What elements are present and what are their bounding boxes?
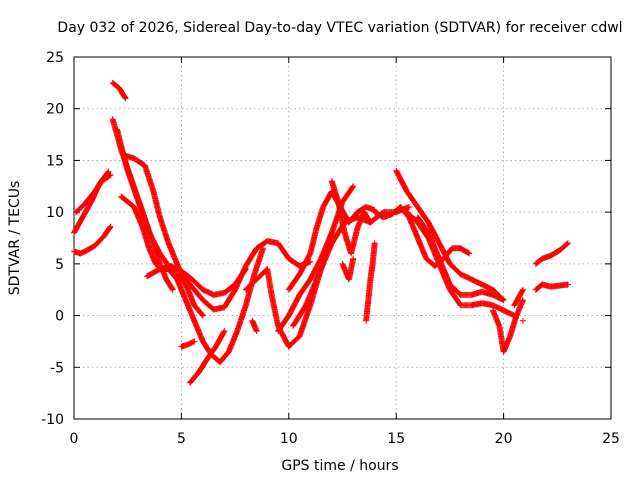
y-tick-label: 15 <box>46 153 64 169</box>
series-track-d <box>109 79 129 102</box>
series-track-z <box>511 286 526 309</box>
series-track-y <box>489 297 526 355</box>
y-tick-label: 5 <box>55 257 64 273</box>
point-markers <box>532 240 571 267</box>
point-markers <box>393 167 507 304</box>
series-track-g <box>120 152 206 319</box>
axis-ticks: 0 5 10 15 20 25 -10 -5 0 5 10 15 20 25 <box>41 50 620 447</box>
point-markers <box>489 297 526 355</box>
grid-lines <box>74 57 611 419</box>
series-track-o <box>275 183 357 335</box>
point-markers <box>178 338 198 350</box>
series-track-ab <box>532 240 571 267</box>
x-tick-label: 5 <box>177 431 186 447</box>
y-tick-label: 0 <box>55 309 64 325</box>
x-tick-label: 20 <box>495 431 513 447</box>
series-track-k <box>187 328 228 386</box>
point-markers <box>519 317 526 324</box>
x-tick-label: 10 <box>280 431 298 447</box>
point-markers <box>187 328 228 386</box>
point-markers <box>120 152 206 319</box>
series-track-a <box>71 223 114 257</box>
point-markers <box>363 240 378 324</box>
series-track-m <box>249 317 260 335</box>
chart-title: Day 032 of 2026, Sidereal Day-to-day VTE… <box>57 20 622 36</box>
series-track-t <box>363 240 378 324</box>
series-track-j <box>178 338 198 350</box>
x-tick-label: 25 <box>602 431 620 447</box>
series-track-v <box>393 167 507 304</box>
point-markers <box>73 171 114 216</box>
point-markers <box>511 286 526 309</box>
plot-frame <box>73 56 612 420</box>
series-track-x <box>414 214 507 304</box>
y-tick-label: 10 <box>46 205 64 221</box>
y-tick-label: -5 <box>50 360 64 376</box>
point-markers <box>414 214 507 304</box>
series-track-aa <box>519 317 526 324</box>
data-points <box>71 79 571 386</box>
point-markers <box>249 317 260 335</box>
y-tick-label: -10 <box>41 412 64 428</box>
y-tick-label: 20 <box>46 102 64 118</box>
series-track-c <box>73 171 114 216</box>
point-markers <box>328 178 374 257</box>
point-markers <box>71 223 114 257</box>
series-track-l <box>182 238 314 313</box>
y-axis-label: SDTVAR / TECUs <box>7 181 23 296</box>
point-markers <box>532 281 571 293</box>
series-track-r <box>328 178 374 257</box>
x-axis-label: GPS time / hours <box>281 458 398 474</box>
series-track-s <box>339 255 357 283</box>
point-markers <box>275 183 357 335</box>
point-markers <box>109 79 129 102</box>
point-markers <box>339 255 357 283</box>
point-markers <box>182 238 314 313</box>
series-track-ac <box>532 281 571 293</box>
x-tick-label: 0 <box>70 431 79 447</box>
x-tick-label: 15 <box>387 431 405 447</box>
y-tick-label: 25 <box>46 50 64 66</box>
